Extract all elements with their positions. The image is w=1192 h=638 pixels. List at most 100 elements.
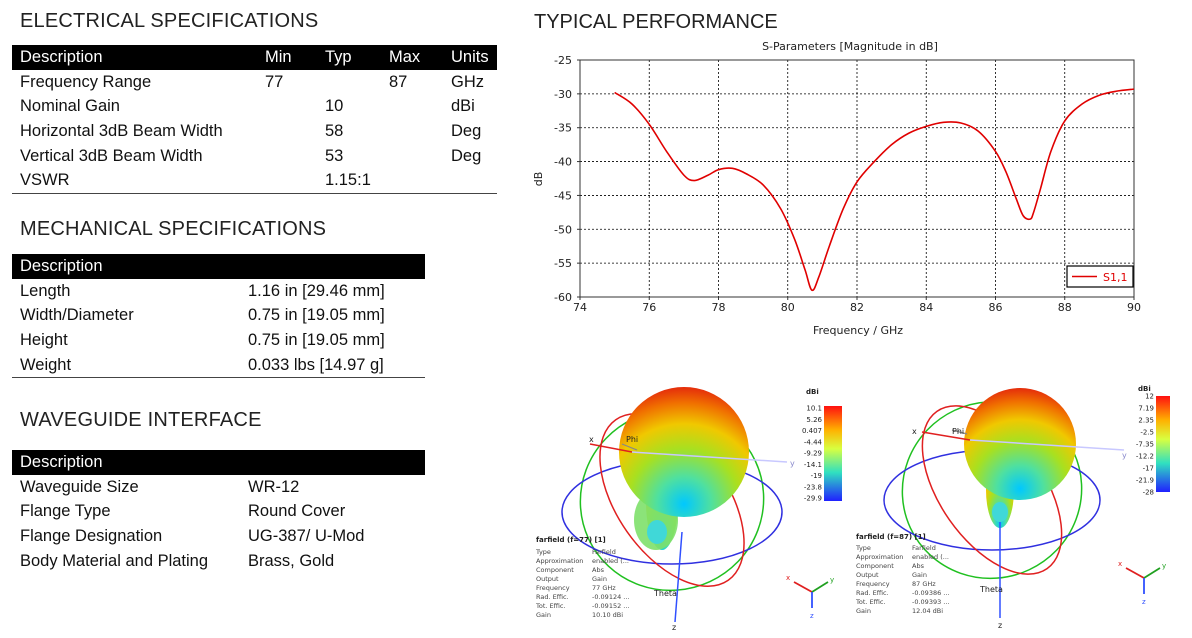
property-name: Frequency: [856, 580, 890, 588]
y-tick-label: -40: [554, 156, 572, 169]
cell: UG-387/ U-Mod: [248, 526, 365, 545]
property-value: -0.09386 ...: [912, 589, 950, 597]
scale-value: 0.407: [802, 427, 822, 435]
cell: Flange Type: [20, 502, 111, 521]
table-row: Length 1.16 in [29.46 mm]: [12, 279, 425, 304]
phi-text: Phi: [626, 435, 638, 444]
scale-value: 10.1: [806, 405, 822, 413]
farfield-title: farfield (f=77) [1]: [536, 536, 606, 544]
x-axis-arrow: [921, 431, 971, 441]
cell: 0.033 lbs [14.97 g]: [248, 355, 384, 374]
scale-value: 12: [1145, 393, 1154, 401]
y-axis-arrow: [631, 451, 788, 463]
scale-unit: dBi: [1138, 385, 1151, 393]
table-row: Waveguide Size WR-12: [12, 475, 425, 500]
x-axis-text: x: [589, 435, 594, 444]
color-scale-ticks: 12 7.19 2.35 -2.5 -7.35 -12.2 -17 -21.9 -28: [1136, 393, 1154, 497]
farfield-title: farfield (f=87) [1]: [856, 533, 926, 541]
theta-text: Theta: [979, 585, 1003, 594]
scale-value: -17: [1143, 465, 1154, 473]
mechanical-header-row: Description: [12, 254, 425, 279]
scale-value: -21.9: [1136, 477, 1154, 485]
cell: [381, 144, 443, 169]
property-value: 87 GHz: [912, 580, 936, 588]
x-tick-label: 76: [642, 301, 656, 314]
cell: 53: [325, 146, 344, 165]
property-name: Tot. Effic.: [535, 602, 566, 610]
cell: dBi: [451, 97, 475, 116]
x-tick-label: 88: [1058, 301, 1072, 314]
cell: Round Cover: [248, 502, 346, 521]
y-tick-label: -45: [554, 189, 572, 202]
table-row: Flange Type Round Cover: [12, 500, 425, 525]
scale-value: -23.8: [804, 483, 822, 491]
cell: Vertical 3dB Beam Width: [20, 146, 203, 165]
property-value: 10.10 dBi: [592, 611, 623, 619]
table-row: Vertical 3dB Beam Width 53 Deg: [12, 144, 497, 169]
cell: [257, 144, 317, 169]
scale-value: 5.26: [806, 416, 822, 424]
scale-value: -4.44: [804, 438, 823, 446]
cell: [257, 168, 317, 193]
property-value: enabled (...: [592, 557, 629, 565]
cell: Length: [20, 281, 71, 300]
property-value: Abs: [592, 566, 605, 574]
col-typ: Typ: [317, 45, 381, 70]
property-value: enabled (...: [912, 553, 949, 561]
gizmo-y: y: [830, 576, 834, 584]
lower-lobe: [992, 502, 1008, 522]
farfield-plot-77ghz: x y z Phi Theta dBi 10.1 5.26 0.407 -4.44 -9…: [535, 387, 842, 632]
mechanical-title: MECHANICAL SPECIFICATIONS: [20, 218, 327, 240]
cell: Body Material and Plating: [20, 551, 209, 570]
scale-unit: dBi: [806, 388, 819, 396]
cell: Height: [20, 330, 68, 349]
cell: Horizontal 3dB Beam Width: [20, 121, 223, 140]
y-tick-label: -55: [554, 257, 572, 270]
axes-gizmo: x y z: [786, 574, 834, 620]
property-value: 77 GHz: [592, 584, 616, 592]
property-value: Abs: [912, 562, 925, 570]
s-parameter-chart: S-Parameters [Magnitude in dB] dB Freque…: [532, 40, 1141, 337]
cell: [317, 70, 381, 95]
scale-value: 2.35: [1138, 417, 1154, 425]
cell: Frequency Range: [20, 72, 152, 91]
farfield-plot-87ghz: x y z Phi Theta dBi 12 7.19 2.35 -2.5 -7.35 -…: [855, 385, 1170, 630]
cell: 1.16 in [29.46 mm]: [248, 281, 385, 300]
waveguide-title: WAVEGUIDE INTERFACE: [20, 409, 262, 431]
cell: 87: [389, 72, 408, 91]
chart-grid: [580, 60, 1134, 297]
phi-arrow: [951, 429, 968, 435]
axes-gizmo: x y z: [1118, 560, 1166, 606]
property-name: Type: [535, 548, 551, 556]
chart-legend: S1,1: [1066, 265, 1134, 288]
table-row: Weight 0.033 lbs [14.97 g]: [12, 353, 425, 378]
property-value: 12.04 dBi: [912, 607, 943, 615]
col-units: Units: [443, 45, 497, 70]
x-tick-label: 82: [850, 301, 864, 314]
x-tick-label: 78: [712, 301, 726, 314]
property-name: Tot. Effic.: [855, 598, 886, 606]
cell: 58: [325, 121, 344, 140]
scale-value: -14.1: [804, 461, 822, 469]
z-axis-text: z: [672, 623, 676, 632]
property-value: Farfield: [592, 548, 616, 556]
x-tick-label: 80: [781, 301, 795, 314]
scale-value: -29.9: [804, 495, 822, 503]
table-row: Height 0.75 in [19.05 mm]: [12, 328, 425, 353]
col-description: Description: [12, 254, 425, 279]
scale-value: -19: [811, 472, 822, 480]
property-value: -0.09124 ...: [592, 593, 630, 601]
gizmo-z: z: [1142, 598, 1146, 606]
scale-value: -12.2: [1136, 453, 1154, 461]
table-row: Flange Designation UG-387/ U-Mod: [12, 524, 425, 549]
legend-label: S1,1: [1103, 271, 1127, 284]
chart-title: S-Parameters [Magnitude in dB]: [762, 40, 938, 53]
cell: 77: [265, 72, 284, 91]
cell: Waveguide Size: [20, 477, 139, 496]
cell: WR-12: [248, 477, 300, 496]
property-value: Farfield: [912, 544, 936, 552]
gizmo-z: z: [810, 612, 814, 620]
property-name: Component: [856, 562, 894, 570]
col-description: Description: [12, 45, 257, 70]
x-axis-text: x: [912, 427, 917, 436]
